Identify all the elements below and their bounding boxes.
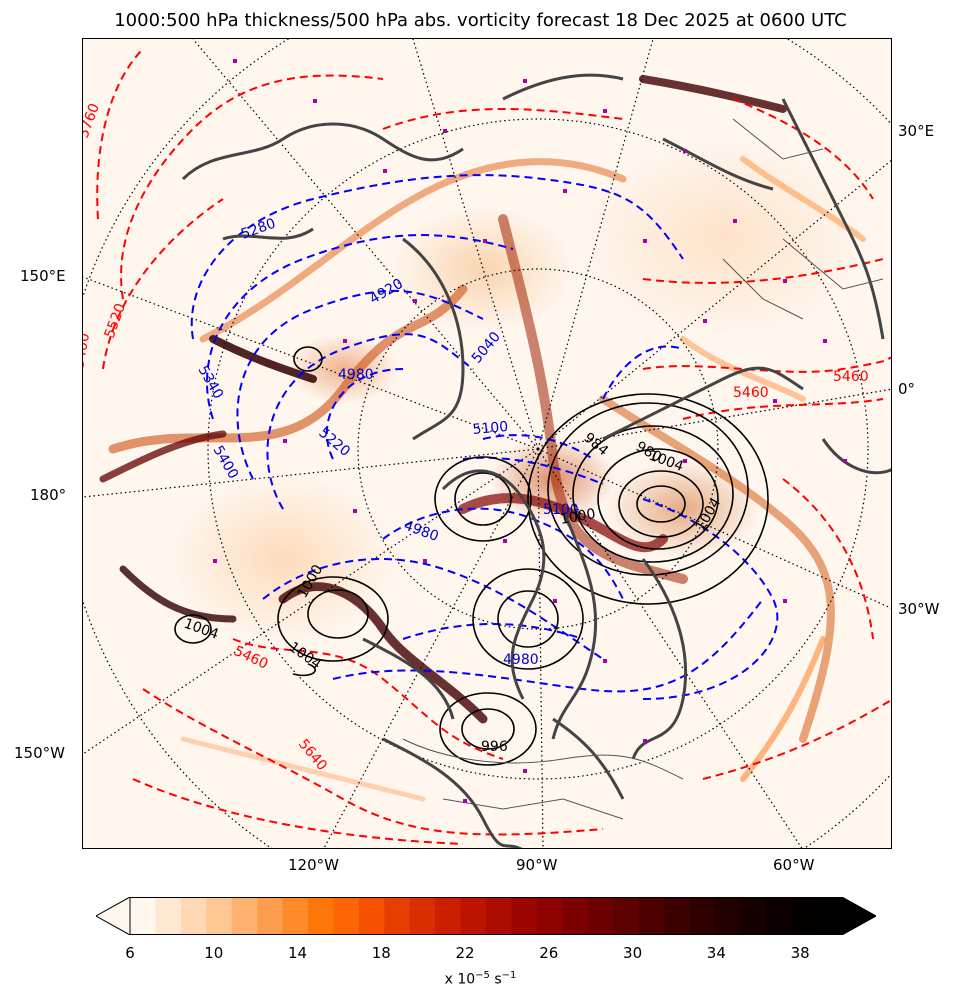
colorbar-segment [435, 897, 462, 935]
colorbar-ticks: 6 10 14 18 22 26 30 34 38 [0, 944, 961, 964]
red-label-6: 5460 [833, 369, 869, 385]
unit-prefix: x 10 [444, 971, 476, 988]
lon-label-180: 180° [30, 486, 67, 504]
colorbar-bar [94, 896, 878, 936]
blue-label-5: 5220 [315, 425, 353, 460]
vorticity-map: 5760 5520 5460 5640 5460 5460 5400 4920 … [82, 38, 892, 849]
colorbar-tick-label: 30 [623, 944, 643, 962]
colorbar-segment [282, 897, 309, 935]
mslp-contours [174, 346, 769, 766]
vorticity-maxima-markers [213, 59, 847, 803]
colorbar [94, 896, 878, 936]
red-label-2: 5520 [102, 301, 129, 340]
colorbar-tick-label: 18 [371, 944, 391, 962]
colorbar-tick-label: 10 [204, 944, 224, 962]
colorbar-segment [765, 897, 792, 935]
colorbar-unit-label: x 10−5 s−1 [0, 970, 961, 988]
colorbar-segment [587, 897, 614, 935]
blue-label-3: 5040 [469, 329, 504, 367]
unit-mid: s [489, 971, 502, 988]
colorbar-tick-label: 14 [287, 944, 308, 962]
colorbar-tick-label: 6 [125, 944, 135, 962]
colorbar-segment [638, 897, 665, 935]
colorbar-extend-high [841, 896, 878, 936]
blue-label-7: 5400 [210, 443, 242, 482]
unit-exponent-2: −1 [501, 970, 517, 981]
thickness-contours-warm [96, 48, 891, 845]
colorbar-segment [511, 897, 538, 935]
colorbar-segment [384, 897, 411, 935]
colorbar-segment [664, 897, 690, 935]
map-canvas: 5760 5520 5460 5640 5460 5460 5400 4920 … [83, 39, 891, 848]
mslp-label-7: 1004 [693, 495, 725, 534]
colorbar-tick-label: 22 [455, 944, 475, 962]
mslp-label-8: 1000 [559, 506, 597, 528]
blue-label-4: 5100 [472, 419, 509, 438]
lon-label-90w: 90°W [516, 856, 558, 874]
mslp-label-4: 996 [481, 739, 508, 755]
blue-label-1: 4920 [367, 276, 406, 308]
lon-label-30w: 30°W [898, 600, 940, 618]
unit-exponent-1: −5 [475, 970, 490, 981]
colorbar-segment [740, 897, 767, 935]
colorbar-segment [791, 897, 818, 935]
lon-label-30e: 30°E [898, 122, 935, 140]
colorbar-segment [613, 897, 640, 935]
colorbar-tick-label: 34 [706, 944, 726, 962]
colorbar-segment [358, 897, 385, 935]
vorticity-filaments [99, 75, 866, 802]
map-title: 1000:500 hPa thickness/500 hPa abs. vort… [114, 10, 847, 31]
blue-label-9: 5100 [543, 502, 579, 518]
country-borders [402, 118, 884, 820]
colorbar-segment [486, 897, 512, 935]
red-label-5: 5460 [733, 385, 769, 401]
colorbar-tick-label: 38 [790, 944, 810, 962]
red-label-1: 5760 [83, 101, 103, 140]
colorbar-segment [231, 897, 258, 935]
lon-label-150w: 150°W [14, 744, 65, 762]
colorbar-segment [206, 897, 233, 935]
blue-label-8: 4980 [402, 518, 441, 545]
colorbar-segment [714, 897, 741, 935]
lon-label-150e: 150°E [20, 267, 66, 285]
red-label-7: 5400 [83, 332, 93, 370]
colorbar-segment [308, 897, 334, 935]
colorbar-segment [155, 897, 182, 935]
colorbar-segment [460, 897, 487, 935]
colorbar-segment [562, 897, 589, 935]
mslp-label-2: 1000 [295, 562, 327, 601]
colorbar-segment [409, 897, 436, 935]
lon-label-60w: 60°W [773, 856, 815, 874]
colorbar-tick-label: 26 [539, 944, 559, 962]
blue-label-6: 5340 [195, 363, 227, 402]
colorbar-segment [689, 897, 716, 935]
colorbar-segment [180, 897, 207, 935]
colorbar-segment [130, 897, 156, 935]
colorbar-segment [816, 897, 843, 935]
lon-label-0: 0° [898, 380, 916, 398]
colorbar-segment [333, 897, 360, 935]
blue-label-10: 4980 [503, 652, 539, 668]
colorbar-frame [129, 897, 843, 935]
colorbar-extend-low [94, 896, 131, 936]
blue-label-2: 4980 [338, 367, 374, 383]
colorbar-segment [257, 897, 284, 935]
colorbar-segment [536, 897, 563, 935]
graticule [83, 39, 891, 848]
lon-label-120w: 120°W [288, 856, 339, 874]
coastlines [181, 73, 891, 848]
